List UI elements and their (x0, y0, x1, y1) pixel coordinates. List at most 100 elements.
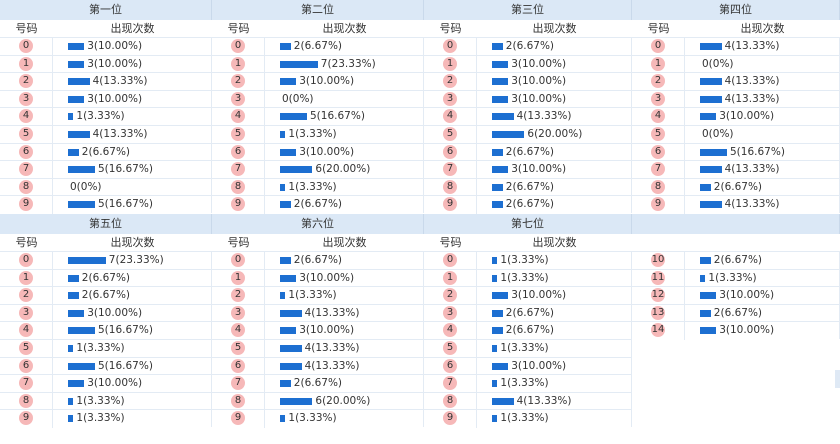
position-block-8: 10 2(6.67%) 11 1(3.33%) 12 3(10.00%) 13 2(6.67%… (632, 214, 840, 340)
count-value: 6(20.00%) (527, 128, 583, 140)
number-ball: 5 (231, 341, 245, 355)
number-ball: 8 (19, 179, 33, 194)
number-cell: 2 (424, 287, 477, 305)
number-cell: 3 (212, 90, 265, 109)
number-ball: 3 (231, 305, 245, 320)
count-bar (68, 201, 95, 209)
column-header-number: 号码 (647, 22, 670, 35)
table-row: 3 3(10.00%) (0, 89, 212, 109)
table-row: 6 2(6.67%) (0, 142, 212, 162)
table-row: 9 2(6.67%) (424, 195, 632, 214)
count-value: 0(0%) (282, 92, 314, 105)
number-ball: 5 (443, 341, 457, 355)
count-value: 4(13.33%) (92, 75, 148, 88)
number-ball: 4 (231, 109, 245, 124)
table-row: 3 4(13.33%) (632, 89, 840, 109)
number-ball: 6 (231, 358, 245, 373)
number-ball: 4 (651, 109, 665, 124)
count-bar (280, 257, 291, 264)
count-bar (68, 397, 74, 405)
number-cell: 0 (0, 38, 53, 56)
count-value: 1(3.33%) (708, 271, 757, 284)
count-value: 4(13.33%) (304, 359, 360, 372)
scrollbar-thumb[interactable] (835, 370, 840, 388)
count-value: 2(6.67%) (293, 198, 343, 211)
table-row: 6 5(16.67%) (632, 142, 840, 162)
number-ball: 1 (651, 56, 665, 71)
table-row: 8 1(3.33%) (212, 177, 424, 197)
count-value: 1(3.33%) (288, 412, 337, 425)
count-value: 1(3.33%) (76, 110, 125, 123)
table-row: 14 3(10.00%) (632, 321, 840, 340)
table-row: 3 2(6.67%) (424, 303, 632, 323)
number-ball: 0 (231, 253, 245, 267)
number-cell: 7 (632, 161, 685, 179)
number-cell: 14 (632, 322, 685, 340)
count-value: 2(6.67%) (505, 198, 555, 211)
count-value: 1(3.33%) (500, 412, 549, 425)
table-row: 7 4(13.33%) (632, 160, 840, 179)
count-value: 4(13.33%) (724, 40, 780, 52)
number-cell: 2 (0, 73, 53, 91)
count-bar (280, 309, 302, 317)
count-value: 1(3.33%) (288, 289, 337, 302)
table-row: 9 4(13.33%) (632, 195, 840, 214)
count-bar (280, 362, 302, 370)
count-value: 3(10.00%) (299, 145, 355, 158)
count-value: 4(13.33%) (724, 75, 780, 88)
position-block-4: 第四位 号码 出现次数 0 4(13.33%) 1 0(0%) 2 4(13.33%) 3 4(13… (632, 0, 840, 214)
number-ball: 2 (19, 288, 33, 303)
count-bar (280, 148, 297, 156)
count-bar (492, 415, 498, 423)
table-row: 2 4(13.33%) (632, 72, 840, 91)
count-bar (492, 274, 498, 282)
count-value: 1(3.33%) (500, 271, 549, 284)
number-cell: 7 (212, 161, 265, 179)
count-bar (68, 292, 79, 300)
count-value: 3(10.00%) (511, 289, 567, 302)
number-ball: 12 (651, 288, 665, 303)
number-cell: 0 (212, 38, 265, 56)
number-ball: 9 (443, 197, 457, 212)
number-ball: 1 (443, 270, 457, 285)
number-cell: 2 (424, 73, 477, 91)
count-bar (280, 292, 286, 300)
table-row: 8 1(3.33%) (0, 391, 212, 411)
table-row: 2 3(10.00%) (212, 72, 424, 91)
number-ball: 7 (231, 162, 245, 177)
count-bar (280, 380, 291, 388)
table-row: 0 2(6.67%) (212, 37, 424, 56)
number-cell: 3 (424, 304, 477, 323)
table-row: 4 2(6.67%) (424, 321, 632, 340)
column-header-count: 出现次数 (110, 22, 155, 35)
number-cell: 7 (212, 375, 265, 393)
position-block-6: 第六位 号码 出现次数 0 2(6.67%) 1 3(10.00%) 2 1(3.33%) 3 4(… (212, 214, 424, 428)
column-header-count: 出现次数 (532, 236, 577, 249)
count-value: 5(16.67%) (98, 198, 153, 211)
table-row: 1 3(10.00%) (212, 268, 424, 288)
count-bar (492, 43, 503, 50)
number-ball: 8 (443, 179, 457, 194)
table-row: 3 0(0%) (212, 89, 424, 109)
number-ball: 2 (443, 74, 457, 89)
count-value: 2(6.67%) (81, 271, 131, 284)
count-bar (700, 113, 717, 121)
position-title: 第五位 (0, 214, 212, 234)
count-value: 5(16.67%) (98, 163, 153, 176)
number-ball: 4 (443, 323, 457, 338)
table-row: 0 1(3.33%) (424, 251, 632, 270)
table-row: 7 1(3.33%) (424, 374, 632, 393)
number-cell: 4 (212, 322, 265, 340)
table-row: 2 4(13.33%) (0, 72, 212, 91)
count-bar (280, 201, 291, 209)
count-value: 3(10.00%) (511, 57, 567, 70)
number-ball: 1 (19, 56, 33, 71)
table-row: 6 4(13.33%) (212, 356, 424, 376)
table-row: 7 5(16.67%) (0, 160, 212, 179)
number-ball: 0 (651, 39, 665, 53)
count-bar (700, 201, 722, 209)
column-header-count: 出现次数 (110, 236, 155, 249)
count-bar (492, 292, 509, 300)
column-header-count: 出现次数 (740, 22, 785, 35)
count-bar (280, 60, 318, 68)
